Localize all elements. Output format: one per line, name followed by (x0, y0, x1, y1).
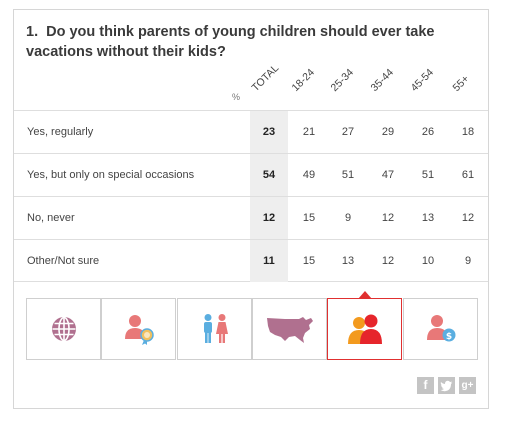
cell-35-44: 47 (381, 169, 395, 181)
column-header-18-24: 18-24 (289, 66, 317, 94)
googleplus-icon[interactable]: g+ (459, 377, 476, 394)
table-row: Yes, but only on special occasions 54 49… (14, 153, 488, 196)
column-header-55-plus: 55+ (450, 72, 472, 94)
tab-gender[interactable] (177, 298, 252, 360)
cell-25-34: 13 (341, 255, 355, 267)
cell-35-44: 12 (381, 255, 395, 267)
tab-overall[interactable] (26, 298, 101, 360)
cell-25-34: 51 (341, 169, 355, 181)
question-title: 1. Do you think parents of young childre… (26, 22, 466, 62)
poll-card: 1. Do you think parents of young childre… (13, 9, 489, 409)
cell-45-54: 13 (421, 212, 435, 224)
percent-label: % (232, 92, 241, 102)
results-table: Yes, regularly 23 21 27 29 26 18 Yes, bu… (14, 110, 488, 282)
cell-18-24: 15 (302, 255, 316, 267)
cell-55-plus: 12 (461, 212, 475, 224)
cell-18-24: 49 (302, 169, 316, 181)
globe-icon (51, 316, 76, 342)
table-row: Yes, regularly 23 21 27 29 26 18 (14, 110, 488, 153)
cell-18-24: 21 (302, 126, 316, 138)
column-header-total: TOTAL (249, 62, 282, 94)
question-number: 1. (26, 24, 39, 40)
column-header-35-44: 35-44 (368, 66, 396, 94)
facebook-icon[interactable]: f (417, 377, 434, 394)
cell-total: 54 (251, 154, 287, 196)
education-icon (124, 315, 154, 345)
svg-text:$: $ (445, 332, 451, 342)
active-tab-caret (357, 291, 372, 299)
row-label: Other/Not sure (27, 255, 100, 267)
cell-total: 23 (251, 111, 287, 153)
people-icon (347, 314, 382, 344)
column-header-45-54: 45-54 (408, 66, 436, 94)
cell-45-54: 51 (421, 169, 435, 181)
cell-55-plus: 61 (461, 169, 475, 181)
tab-region[interactable] (252, 298, 327, 360)
cell-55-plus: 18 (461, 126, 475, 138)
tab-income[interactable]: $ (403, 298, 478, 360)
cell-35-44: 12 (381, 212, 395, 224)
column-header-25-34: 25-34 (328, 66, 356, 94)
gender-icon (203, 314, 228, 343)
demographic-tabs: $ (26, 291, 478, 360)
row-label: Yes, but only on special occasions (27, 169, 195, 181)
table-row: No, never 12 15 9 12 13 12 (14, 196, 488, 239)
cell-18-24: 15 (302, 212, 316, 224)
cell-45-54: 10 (421, 255, 435, 267)
cell-45-54: 26 (421, 126, 435, 138)
tab-party[interactable] (327, 291, 402, 360)
twitter-icon[interactable] (438, 377, 455, 394)
question-text: Do you think parents of young children s… (26, 24, 435, 60)
cell-total: 11 (251, 240, 287, 282)
cell-total: 12 (251, 197, 287, 239)
cell-25-34: 27 (341, 126, 355, 138)
row-label: No, never (27, 212, 75, 224)
income-icon: $ (426, 315, 455, 342)
cell-55-plus: 9 (464, 255, 472, 267)
table-row: Other/Not sure 11 15 13 12 10 9 (14, 239, 488, 282)
cell-35-44: 29 (381, 126, 395, 138)
row-label: Yes, regularly (27, 126, 94, 138)
tab-education[interactable] (101, 298, 176, 360)
social-share: f g+ (417, 377, 476, 395)
cell-25-34: 9 (344, 212, 352, 224)
us-map-icon (266, 317, 313, 343)
